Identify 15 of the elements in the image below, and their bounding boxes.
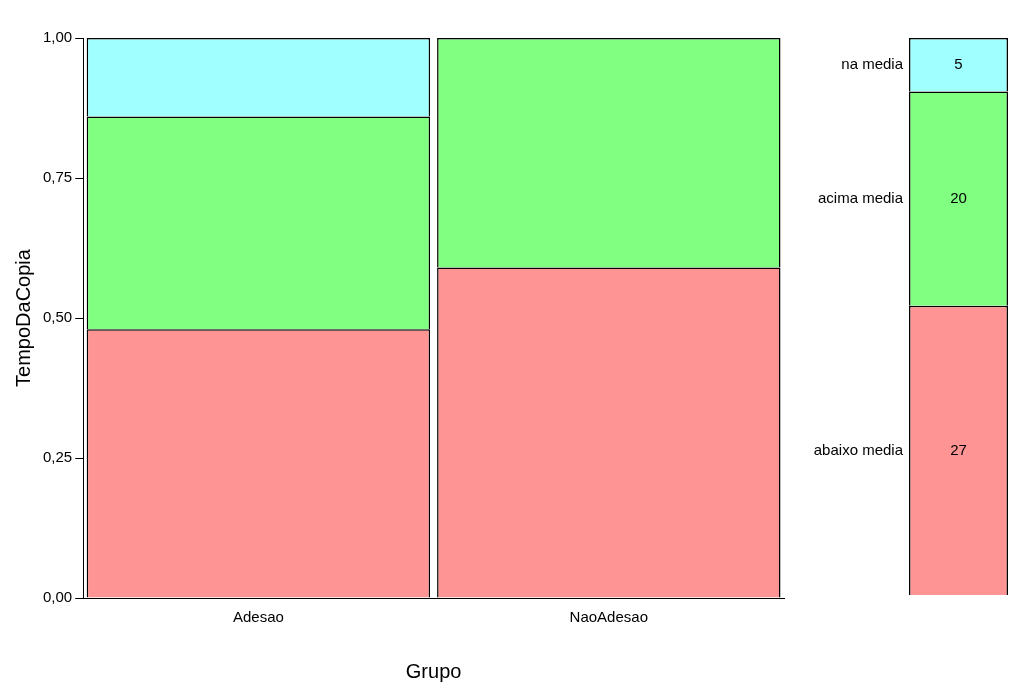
x-axis-title: Grupo [405, 659, 462, 682]
y-tick-label: 1,00 [42, 28, 73, 46]
data-label: 5 [954, 54, 963, 72]
x-tick-label: Adesao [232, 608, 284, 626]
y-axis-title: TempoDaCopia [11, 248, 34, 387]
series-label: na media [841, 54, 904, 72]
series-label: abaixo media [813, 440, 904, 458]
data-label: 20 [950, 188, 967, 206]
data-label: 27 [950, 440, 967, 458]
series-label: acima media [817, 188, 904, 206]
y-tick-label: 0,00 [42, 588, 73, 606]
y-tick-label: 0,75 [42, 168, 73, 186]
y-tick-label: 0,25 [42, 448, 73, 466]
x-tick-label: NaoAdesao [569, 608, 648, 626]
y-tick-label: 0,50 [42, 308, 73, 326]
